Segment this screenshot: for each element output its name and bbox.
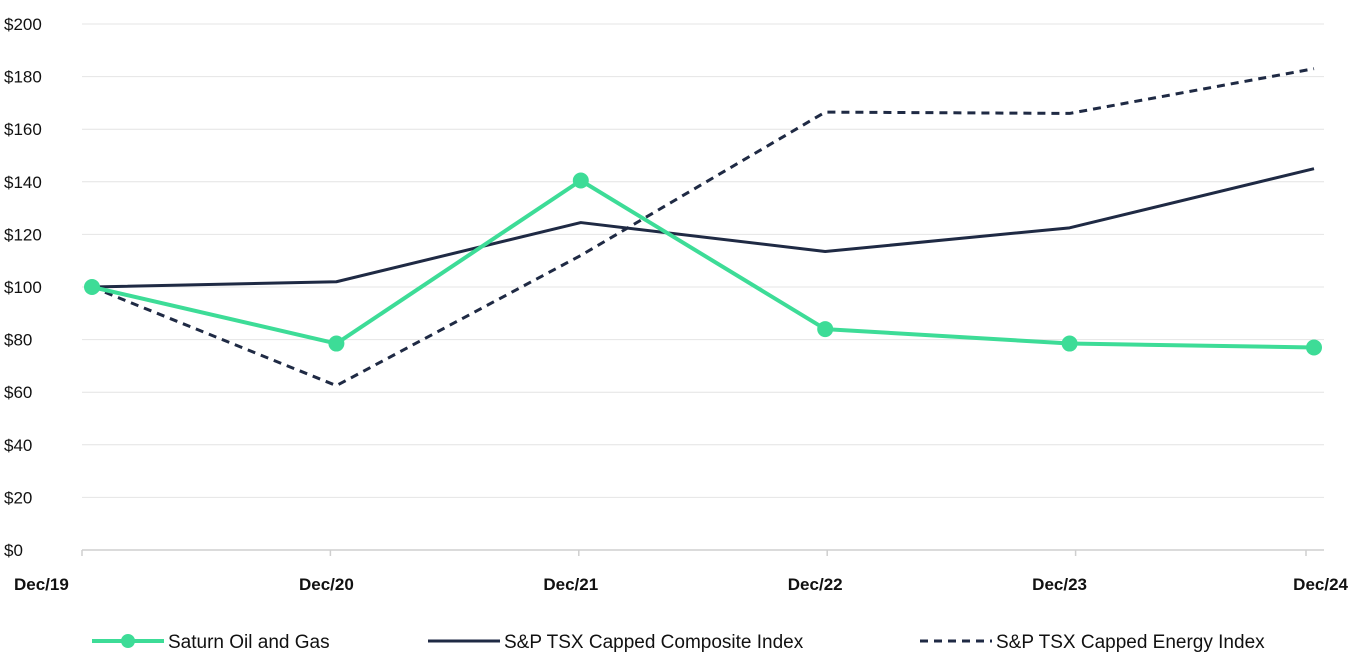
y-tick-label: $100 — [4, 278, 42, 297]
legend: Saturn Oil and Gas S&P TSX Capped Composi… — [92, 632, 1265, 653]
legend-label: Saturn Oil and Gas — [168, 632, 330, 653]
data-point-marker — [817, 321, 834, 338]
series-line — [91, 167, 1315, 289]
legend-item: S&P TSX Capped Composite Index — [428, 632, 804, 653]
x-tick-label: Dec/23 — [1032, 575, 1087, 594]
data-point-marker — [572, 172, 589, 189]
y-tick-label: $60 — [4, 383, 32, 402]
data-point-marker — [328, 335, 345, 352]
y-tick-label: $20 — [4, 488, 32, 507]
x-axis: Dec/19 Dec/20 Dec/21 Dec/22 Dec/23 Dec/24 — [14, 549, 1349, 594]
x-tick-label: Dec/22 — [788, 575, 843, 594]
y-tick-label: $180 — [4, 68, 42, 87]
x-tick-label: Dec/20 — [299, 575, 354, 594]
series-line — [91, 67, 1315, 388]
x-tick-label: Dec/24 — [1293, 575, 1348, 594]
legend-item: Saturn Oil and Gas — [92, 632, 330, 653]
legend-marker — [121, 634, 135, 648]
series-line — [91, 178, 1315, 350]
legend-label: S&P TSX Capped Energy Index — [996, 632, 1265, 653]
data-point-marker — [1306, 339, 1322, 356]
y-tick-label: $0 — [4, 541, 23, 560]
legend-item: S&P TSX Capped Energy Index — [920, 632, 1265, 653]
data-point-marker — [1061, 335, 1078, 352]
data-point-marker — [84, 279, 100, 295]
x-tick-label: Dec/19 — [14, 575, 69, 594]
y-tick-label: $140 — [4, 173, 42, 192]
x-tick-label: Dec/21 — [543, 575, 598, 594]
y-axis: $0 $20 $40 $60 $80 $100 $120 $140 $160 $180 $200 — [4, 15, 42, 560]
y-tick-label: $160 — [4, 120, 42, 139]
legend-label: S&P TSX Capped Composite Index — [504, 632, 804, 653]
y-tick-label: $40 — [4, 436, 32, 455]
y-tick-label: $200 — [4, 15, 42, 34]
y-tick-label: $80 — [4, 331, 32, 350]
series-markers — [84, 172, 1322, 356]
y-tick-label: $120 — [4, 225, 42, 244]
series-lines — [91, 67, 1315, 388]
grid-lines — [82, 23, 1324, 498]
